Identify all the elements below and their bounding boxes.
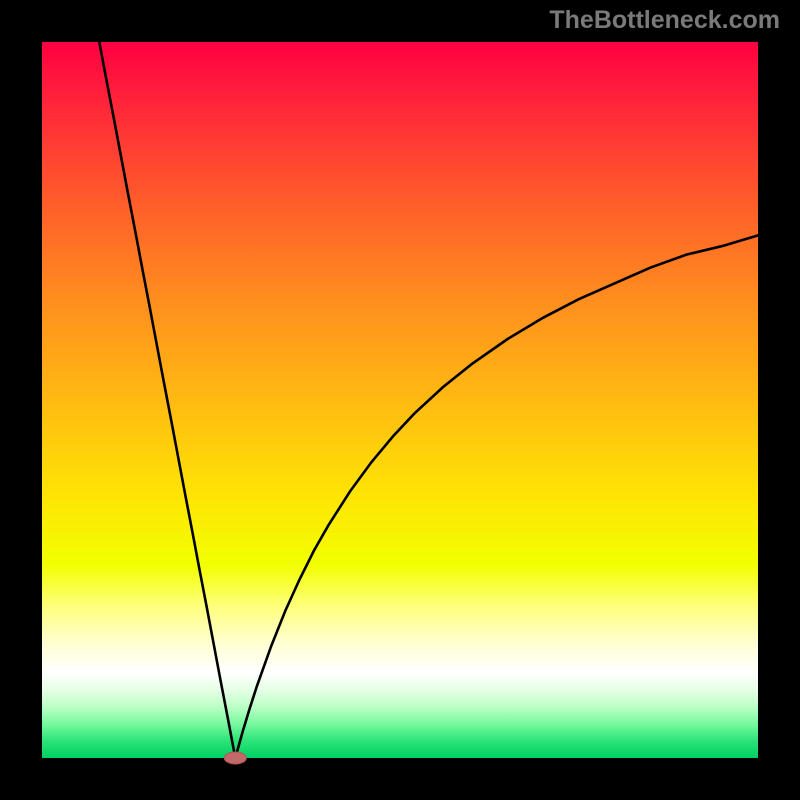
plot-background xyxy=(42,42,758,758)
optimal-point-marker xyxy=(224,752,246,764)
chart-stage: TheBottleneck.com xyxy=(0,0,800,800)
chart-svg xyxy=(0,0,800,800)
watermark-text: TheBottleneck.com xyxy=(549,6,780,35)
